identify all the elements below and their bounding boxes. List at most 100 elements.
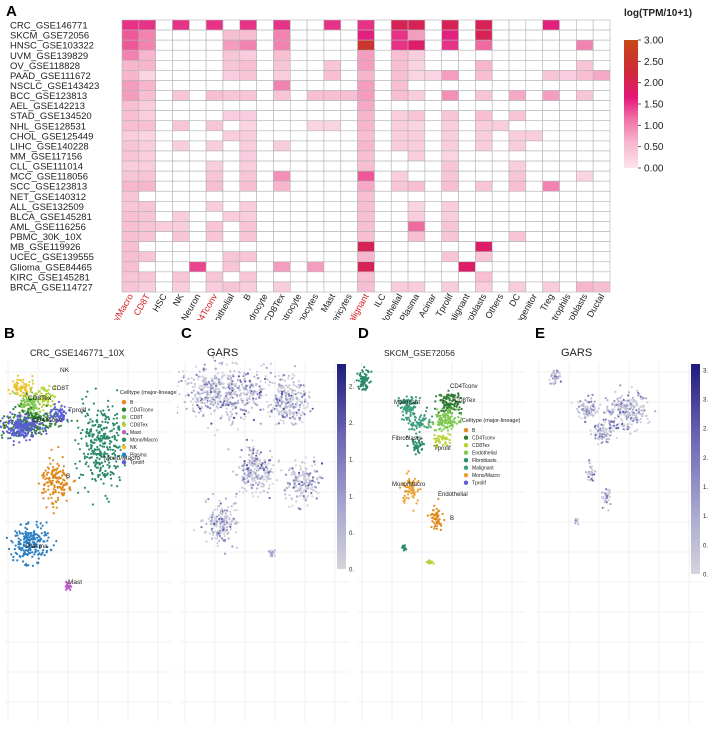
heatmap-cell [340, 221, 358, 232]
umap-title: SKCM_GSE72056 [384, 348, 455, 358]
heatmap-cell [491, 251, 510, 263]
heatmap-cell [222, 221, 241, 232]
heatmap-cell [508, 160, 527, 172]
heatmap-cell [172, 170, 190, 182]
heatmap-cell [525, 19, 543, 31]
heatmap-cell [189, 80, 207, 91]
legend-label: CD8T [130, 415, 143, 421]
cluster-label: Mono/Macro [392, 482, 426, 488]
heatmap-cell [390, 59, 409, 71]
heatmap-cell [138, 110, 156, 122]
heatmap-cell [424, 170, 443, 182]
heatmap-cell [542, 221, 560, 232]
heatmap-cell [306, 110, 325, 122]
heatmap-cell [441, 120, 459, 132]
legend-tick-label: 3.00 [644, 36, 664, 47]
heatmap-cell [138, 261, 156, 273]
heatmap-cell [458, 70, 476, 81]
heatmap-cell [121, 150, 140, 162]
heatmap-cell [508, 231, 527, 242]
heatmap-cell [592, 110, 611, 122]
heatmap-cell [189, 100, 207, 111]
heatmap-legend: log(TPM/10+1) 3.00 2.50 2.00 1.50 1.00 0.50 0.… [624, 8, 692, 175]
legend-swatch [463, 443, 469, 448]
heatmap-cell [542, 150, 560, 162]
heatmap-cell [390, 49, 409, 61]
legend-swatch [121, 407, 127, 412]
heatmap-cell [340, 80, 358, 91]
heatmap-cell [239, 110, 257, 122]
heatmap-cell [407, 281, 426, 293]
heatmap-cell [273, 140, 291, 152]
heatmap-cell [508, 110, 527, 122]
heatmap-cell [121, 160, 140, 172]
heatmap-cell [289, 130, 308, 142]
heatmap-cell [357, 231, 375, 242]
heatmap-cell [121, 29, 140, 41]
heatmap-cell [424, 110, 443, 122]
heatmap-cell [542, 90, 560, 101]
heatmap-cell [407, 120, 426, 132]
heatmap-cell [576, 261, 594, 273]
umap-legend-title: Celltype (major-lineage) [120, 390, 177, 396]
heatmap-cell [407, 39, 426, 51]
heatmap-cell [273, 221, 291, 232]
heatmap-cell [340, 231, 358, 242]
heatmap-cell [289, 19, 308, 31]
heatmap-cell [390, 120, 409, 132]
heatmap-cell [172, 49, 190, 61]
heatmap-cell [441, 39, 459, 51]
heatmap-cell [508, 281, 527, 293]
heatmap-cell [357, 201, 375, 212]
heatmap-cell [491, 39, 510, 51]
heatmap-cell [475, 241, 493, 253]
heatmap-cell [424, 80, 443, 91]
heatmap-cell [239, 80, 257, 91]
heatmap-cell [592, 150, 611, 162]
heatmap-cell [189, 170, 207, 182]
heatmap-cell [306, 150, 325, 162]
heatmap-row-label: Glioma_GSE84465 [10, 262, 92, 273]
heatmap-cell [357, 140, 375, 152]
heatmap-cell [340, 180, 358, 192]
colorbar-tick-label: 1.0 [349, 494, 354, 500]
heatmap-cell [491, 70, 510, 81]
heatmap-cell [542, 120, 560, 132]
umap-legend-title: Celltype (major-lineage) [462, 418, 521, 424]
heatmap-cell [172, 231, 190, 242]
heatmap-cell [172, 70, 190, 81]
heatmap-cell [542, 39, 560, 51]
heatmap-cell [121, 120, 140, 132]
heatmap-cell [475, 120, 493, 132]
heatmap-cell [475, 180, 493, 192]
heatmap-cell [256, 241, 274, 253]
heatmap-cell [189, 49, 207, 61]
heatmap-cell [374, 261, 392, 273]
heatmap-cell [323, 19, 342, 31]
heatmap-cell [323, 90, 342, 101]
heatmap-cell [441, 19, 459, 31]
heatmap-cell [491, 231, 510, 242]
heatmap-cell [559, 271, 577, 283]
heatmap-cell [121, 251, 140, 263]
heatmap-cell [475, 190, 493, 202]
heatmap-cell [323, 170, 342, 182]
heatmap-cell [390, 140, 409, 152]
heatmap-cell [508, 190, 527, 202]
heatmap-cell [407, 100, 426, 111]
heatmap-cell [491, 160, 510, 172]
heatmap-cell [592, 281, 611, 293]
heatmap-cell [121, 49, 140, 61]
heatmap-cell [205, 180, 224, 192]
heatmap-cell [138, 201, 156, 212]
heatmap-cell [172, 160, 190, 172]
heatmap-cell [374, 221, 392, 232]
heatmap-cell [374, 170, 392, 182]
heatmap-cell [323, 130, 342, 142]
heatmap-cell [390, 281, 409, 293]
heatmap-cell [340, 39, 358, 51]
heatmap-cell [222, 90, 241, 101]
heatmap-cell [121, 140, 140, 152]
heatmap-cell [172, 180, 190, 192]
heatmap-cell [491, 221, 510, 232]
